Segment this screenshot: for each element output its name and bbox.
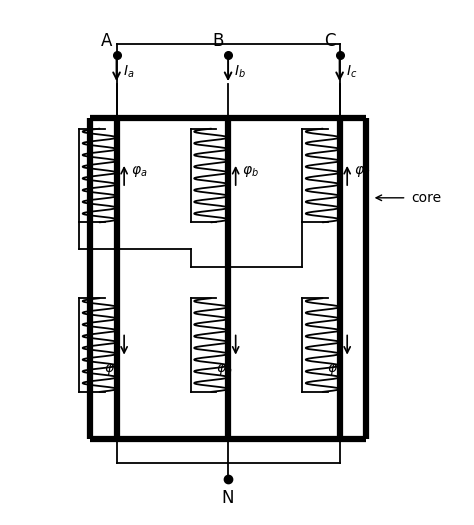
Text: B: B bbox=[212, 32, 224, 50]
Text: core: core bbox=[411, 191, 441, 205]
Text: C: C bbox=[324, 32, 336, 50]
Text: $\varphi_c$: $\varphi_c$ bbox=[104, 362, 120, 377]
Text: $\varphi_b$: $\varphi_b$ bbox=[242, 164, 259, 179]
Text: $I_b$: $I_b$ bbox=[234, 64, 246, 80]
Text: $I_c$: $I_c$ bbox=[346, 64, 357, 80]
Text: N: N bbox=[222, 489, 234, 507]
Text: $\varphi_c$: $\varphi_c$ bbox=[354, 164, 370, 179]
Text: A: A bbox=[101, 32, 112, 50]
Text: $\varphi_a$: $\varphi_a$ bbox=[216, 362, 232, 377]
Text: $\varphi_b$: $\varphi_b$ bbox=[327, 362, 344, 377]
Text: $\varphi_a$: $\varphi_a$ bbox=[131, 164, 147, 179]
Text: $I_a$: $I_a$ bbox=[123, 64, 134, 80]
